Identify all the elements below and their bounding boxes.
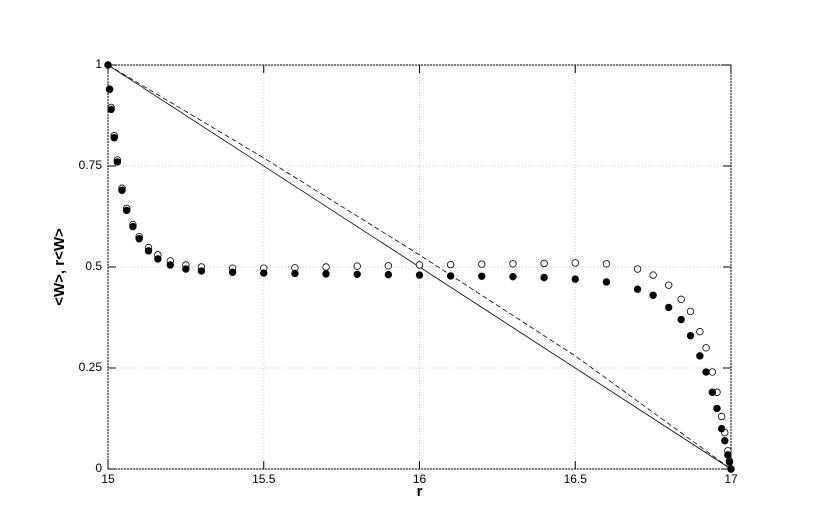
marker [415, 261, 424, 269]
marker [633, 285, 642, 293]
marker [228, 268, 237, 276]
marker [104, 61, 112, 69]
marker [446, 260, 455, 269]
marker [478, 260, 486, 268]
y-axis-label: <W>, r<W> [51, 228, 68, 306]
marker [717, 424, 726, 433]
marker [260, 269, 268, 277]
marker [291, 269, 299, 278]
marker [384, 270, 393, 279]
marker [322, 270, 330, 278]
marker [649, 291, 657, 299]
x-tick-label: 16.5 [564, 472, 588, 486]
marker [571, 259, 579, 267]
marker [353, 270, 361, 278]
marker [665, 303, 673, 312]
marker [602, 260, 611, 268]
marker [717, 412, 726, 421]
marker [107, 105, 115, 114]
marker [384, 262, 393, 270]
line [107, 64, 732, 470]
marker [649, 271, 657, 279]
y-tick-label: 0.25 [79, 360, 103, 374]
x-tick-label: 15 [101, 472, 115, 486]
marker [144, 247, 153, 255]
marker [724, 451, 732, 459]
marker [353, 262, 361, 270]
marker [727, 465, 735, 473]
x-tick-label: 16 [413, 472, 427, 486]
marker [677, 295, 685, 304]
marker [415, 271, 424, 279]
marker [122, 206, 131, 215]
x-axis-label: r [417, 483, 423, 500]
marker [721, 437, 729, 445]
marker [540, 273, 548, 282]
marker [540, 259, 548, 268]
marker [602, 278, 611, 286]
y-tick-label: 0 [95, 461, 102, 475]
marker [696, 327, 704, 336]
marker [509, 272, 517, 281]
x-tick-label: 15.5 [252, 472, 276, 486]
x-tick-label: 17 [724, 472, 738, 486]
marker [166, 261, 174, 269]
marker [478, 272, 486, 280]
marker [154, 255, 162, 263]
marker [113, 158, 122, 166]
marker [446, 272, 455, 280]
marker [708, 368, 717, 376]
marker [129, 222, 137, 231]
marker [702, 368, 710, 376]
marker [686, 331, 695, 340]
marker [686, 307, 695, 316]
marker [509, 260, 517, 268]
y-tick-label: 0.5 [85, 259, 102, 273]
marker [702, 344, 710, 352]
marker [197, 267, 206, 275]
marker [182, 265, 190, 273]
marker [105, 85, 114, 93]
marker [118, 186, 126, 194]
y-tick-label: 0.75 [79, 158, 103, 172]
marker [725, 458, 734, 466]
marker [696, 352, 704, 360]
marker [633, 265, 642, 273]
marker [665, 281, 673, 289]
marker [677, 315, 685, 324]
marker [322, 263, 330, 271]
y-tick-label: 1 [95, 57, 102, 71]
marker [135, 235, 143, 243]
marker [571, 275, 579, 283]
marker [110, 134, 118, 142]
marker [713, 404, 721, 413]
marker [708, 388, 717, 396]
